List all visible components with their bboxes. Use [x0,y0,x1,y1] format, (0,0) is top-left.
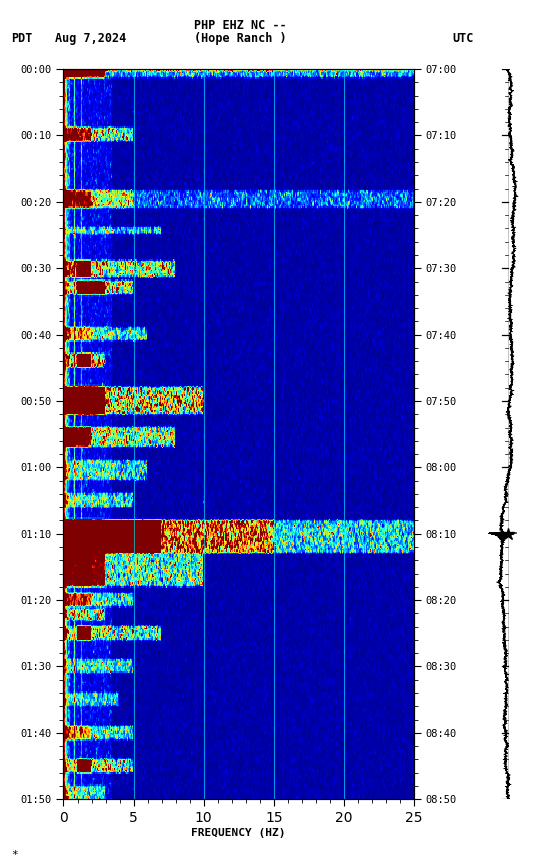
Text: PHP EHZ NC --: PHP EHZ NC -- [194,19,286,32]
Text: UTC: UTC [453,32,474,45]
X-axis label: FREQUENCY (HZ): FREQUENCY (HZ) [192,828,286,838]
Text: Aug 7,2024: Aug 7,2024 [55,32,126,45]
Text: *: * [11,849,18,860]
Text: PDT: PDT [11,32,33,45]
Text: (Hope Ranch ): (Hope Ranch ) [194,32,286,45]
